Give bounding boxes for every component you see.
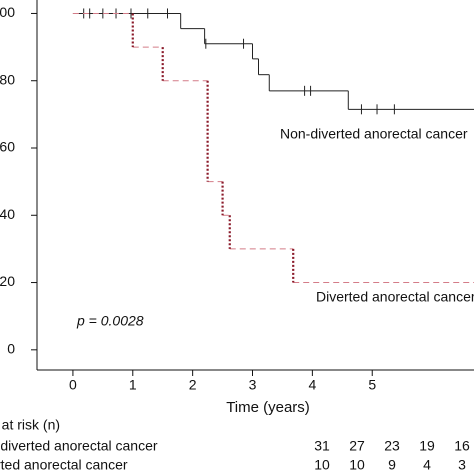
x-tick-label: 1 — [129, 377, 137, 393]
risk-count: 9 — [388, 457, 396, 473]
risk-count: 4 — [423, 457, 431, 473]
p-value: p = 0.0028 — [76, 313, 144, 329]
x-tick-label: 0 — [69, 377, 77, 393]
y-tick-label: 80 — [0, 71, 15, 87]
y-tick-label: 0 — [7, 341, 15, 357]
x-tick-label: 3 — [249, 377, 257, 393]
risk-count: 10 — [349, 457, 365, 473]
risk-count: 10 — [314, 457, 330, 473]
series-label: Non-diverted anorectal cancer — [280, 126, 468, 142]
risk-count: 19 — [419, 438, 435, 454]
risk-count: 16 — [454, 438, 470, 454]
risk-count: 31 — [314, 438, 330, 454]
x-tick-label: 4 — [308, 377, 316, 393]
y-tick-label: 20 — [0, 273, 15, 289]
y-tick-label: 100 — [0, 4, 15, 20]
y-tick-label: 40 — [0, 206, 15, 222]
risk-row-name: Diverted anorectal cancer — [0, 457, 128, 473]
risk-row-name: Non-diverted anorectal cancer — [0, 438, 158, 454]
risk-count: 23 — [384, 438, 400, 454]
x-tick-label: 5 — [368, 377, 376, 393]
risk-count: 27 — [349, 438, 365, 454]
series-label: Diverted anorectal cancer — [316, 289, 474, 305]
risk-table-title: Number at risk (n) — [0, 417, 60, 433]
y-tick-label: 60 — [0, 139, 15, 155]
x-axis-label: Time (years) — [226, 399, 310, 416]
risk-count: 3 — [458, 457, 466, 473]
x-tick-label: 2 — [189, 377, 197, 393]
